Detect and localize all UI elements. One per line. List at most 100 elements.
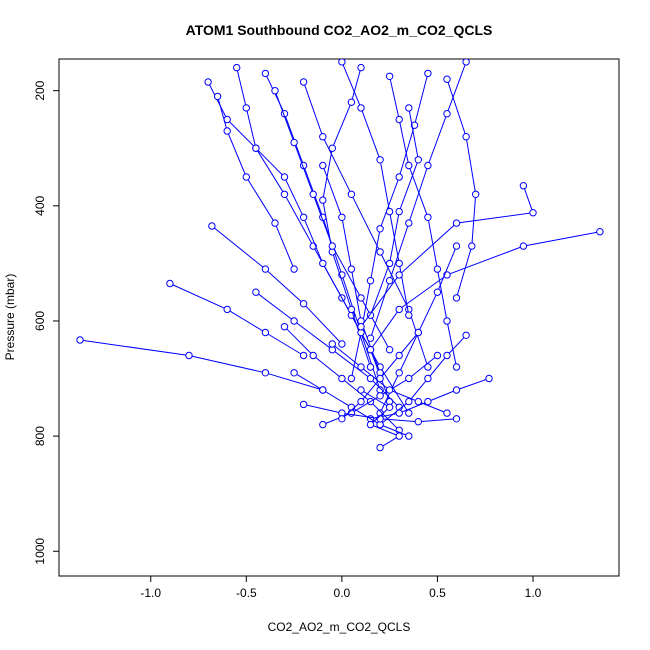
data-point xyxy=(452,415,461,423)
data-point xyxy=(405,409,413,417)
data-point xyxy=(261,265,270,273)
data-point xyxy=(376,392,384,400)
data-point xyxy=(271,87,279,95)
data-point xyxy=(405,219,413,227)
data-point xyxy=(519,242,528,250)
series-line xyxy=(370,107,419,316)
data-point xyxy=(242,173,251,181)
data-point xyxy=(433,265,442,273)
data-point xyxy=(414,397,422,406)
data-point xyxy=(309,351,317,360)
data-point xyxy=(338,415,346,423)
x-axis-label: CO2_AO2_m_CO2_QCLS xyxy=(268,620,411,634)
data-point xyxy=(357,363,365,371)
data-point xyxy=(385,277,394,285)
data-point xyxy=(472,190,480,199)
data-point xyxy=(405,397,413,406)
data-point xyxy=(299,400,308,409)
data-point xyxy=(76,336,84,344)
y-tick-label: 1000 xyxy=(33,538,47,565)
data-point xyxy=(366,363,375,371)
data-point xyxy=(328,242,336,250)
data-point xyxy=(213,92,222,101)
data-point xyxy=(280,173,289,181)
data-point xyxy=(405,311,413,319)
data-point xyxy=(328,144,336,152)
data-point xyxy=(405,432,413,440)
data-point xyxy=(357,294,365,302)
y-tick-label: 600 xyxy=(33,311,47,331)
data-point xyxy=(385,403,394,411)
x-tick-label: -1.0 xyxy=(140,586,161,600)
data-point xyxy=(424,213,432,222)
y-axis: 200 400 600 800 1000 xyxy=(33,80,60,565)
data-point xyxy=(596,228,604,236)
data-point xyxy=(252,144,260,152)
data-point xyxy=(299,300,308,308)
data-point xyxy=(261,328,270,337)
data-point xyxy=(424,69,432,78)
x-tick-label: 0.5 xyxy=(429,586,446,600)
data-point xyxy=(452,363,461,371)
data-point xyxy=(338,340,346,348)
data-point xyxy=(468,242,476,250)
data-point xyxy=(290,369,298,377)
data-point xyxy=(290,265,298,273)
data-point xyxy=(347,374,356,383)
y-tick-label: 200 xyxy=(33,80,47,100)
data-point xyxy=(395,115,403,124)
y-axis-label: Pressure (mbar) xyxy=(3,274,17,361)
x-tick-label: -0.5 xyxy=(236,586,257,600)
data-point xyxy=(395,432,403,440)
data-point xyxy=(299,213,308,222)
data-point xyxy=(395,351,403,360)
data-point xyxy=(433,351,442,360)
data-point xyxy=(395,271,403,279)
data-point xyxy=(338,59,346,66)
data-point xyxy=(347,265,356,273)
data-point xyxy=(357,63,365,72)
data-point xyxy=(280,323,289,331)
data-point xyxy=(424,161,432,170)
y-tick-label: 400 xyxy=(33,195,47,215)
data-point xyxy=(261,369,270,377)
data-point xyxy=(395,259,403,268)
data-point xyxy=(462,133,470,141)
data-point xyxy=(319,161,327,170)
y-tick-label: 800 xyxy=(33,426,47,446)
data-point xyxy=(395,369,403,377)
data-point xyxy=(424,363,432,371)
data-point xyxy=(242,104,251,112)
data-point xyxy=(290,138,298,147)
data-point xyxy=(452,294,461,302)
x-tick-label: 1.0 xyxy=(525,586,542,600)
data-point xyxy=(366,420,375,429)
data-point xyxy=(414,328,422,337)
data-point xyxy=(410,121,419,129)
series-line xyxy=(211,225,343,345)
data-point xyxy=(347,98,356,106)
data-point xyxy=(443,351,451,360)
data-point xyxy=(414,418,422,426)
series-group xyxy=(76,59,604,452)
data-point xyxy=(395,409,403,417)
data-point xyxy=(309,190,317,199)
data-point xyxy=(424,397,432,406)
data-point xyxy=(299,78,308,86)
data-point xyxy=(319,386,327,394)
data-point xyxy=(319,133,327,141)
data-point xyxy=(462,331,470,339)
x-axis: -1.0 -0.5 0.0 0.5 1.0 xyxy=(140,575,542,600)
data-point xyxy=(366,374,375,383)
data-point xyxy=(299,351,308,360)
data-point xyxy=(385,346,394,354)
data-point xyxy=(485,374,493,383)
data-point xyxy=(204,78,212,86)
plot-area xyxy=(76,59,604,452)
data-point xyxy=(280,190,289,199)
series-line xyxy=(446,79,477,299)
data-point xyxy=(405,374,413,383)
data-point xyxy=(405,104,413,112)
data-point xyxy=(166,279,174,288)
